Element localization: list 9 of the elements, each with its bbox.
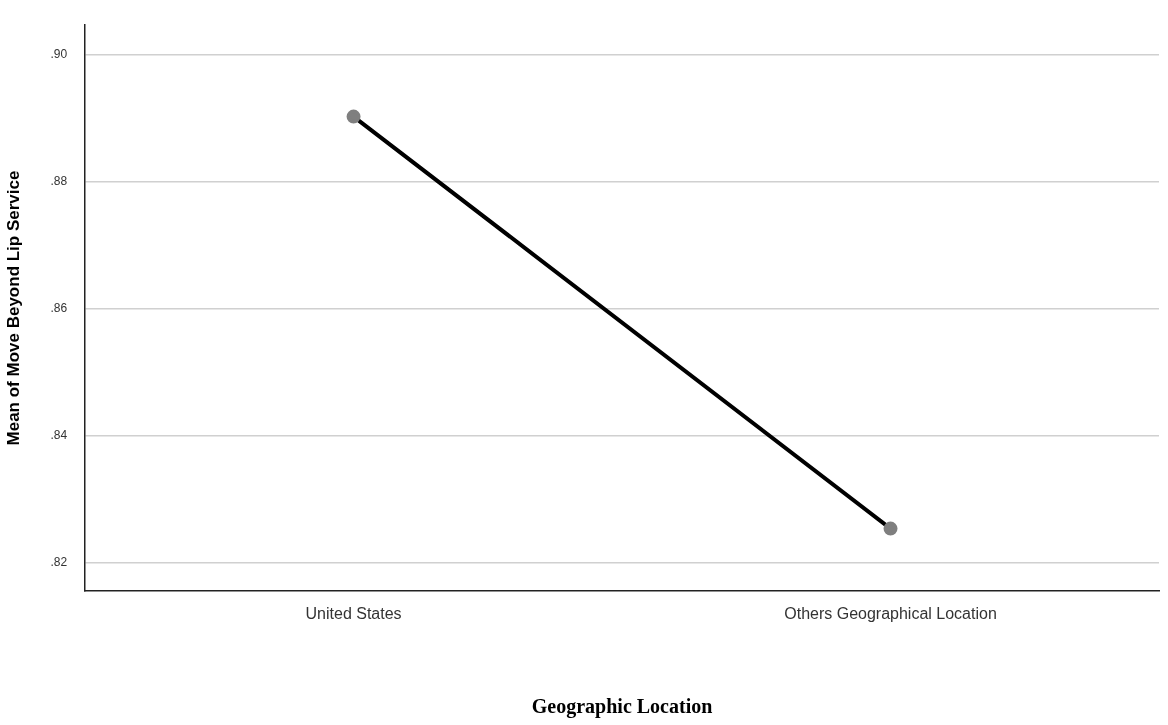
x-tick-label: United States <box>305 604 402 622</box>
x-axis-title: Geographic Location <box>531 695 713 719</box>
y-tick-label: .82 <box>50 555 68 570</box>
y-tick-label: .88 <box>50 174 68 189</box>
y-tick-label: .90 <box>50 47 68 62</box>
y-tick-label: .86 <box>50 301 68 316</box>
x-tick-label: Others Geographical Location <box>784 604 997 622</box>
y-axis-title: Mean of Move Beyond Lip Service <box>3 170 23 446</box>
y-tick-label: .84 <box>50 428 68 443</box>
